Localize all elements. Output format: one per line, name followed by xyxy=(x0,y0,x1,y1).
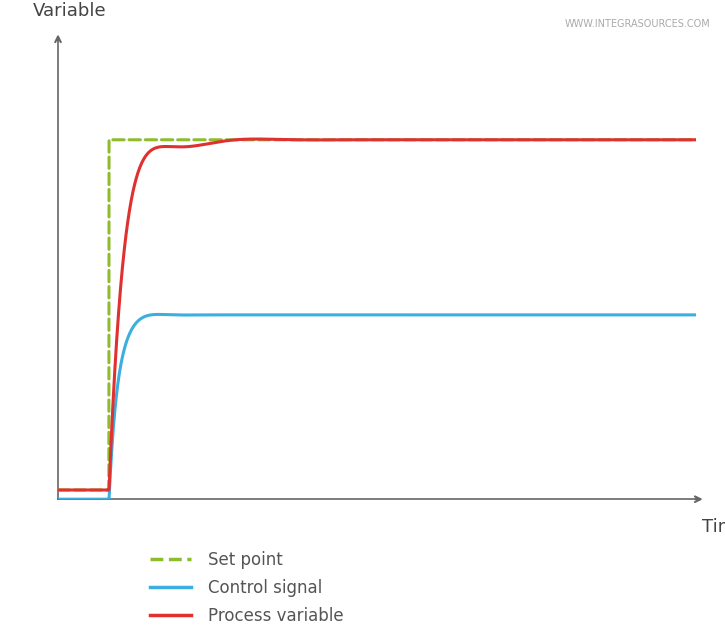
Text: Variable: Variable xyxy=(33,2,106,20)
Legend: Set point, Control signal, Process variable: Set point, Control signal, Process varia… xyxy=(143,545,350,632)
Text: Time: Time xyxy=(703,518,725,536)
Text: WWW.INTEGRASOURCES.COM: WWW.INTEGRASOURCES.COM xyxy=(565,19,710,29)
